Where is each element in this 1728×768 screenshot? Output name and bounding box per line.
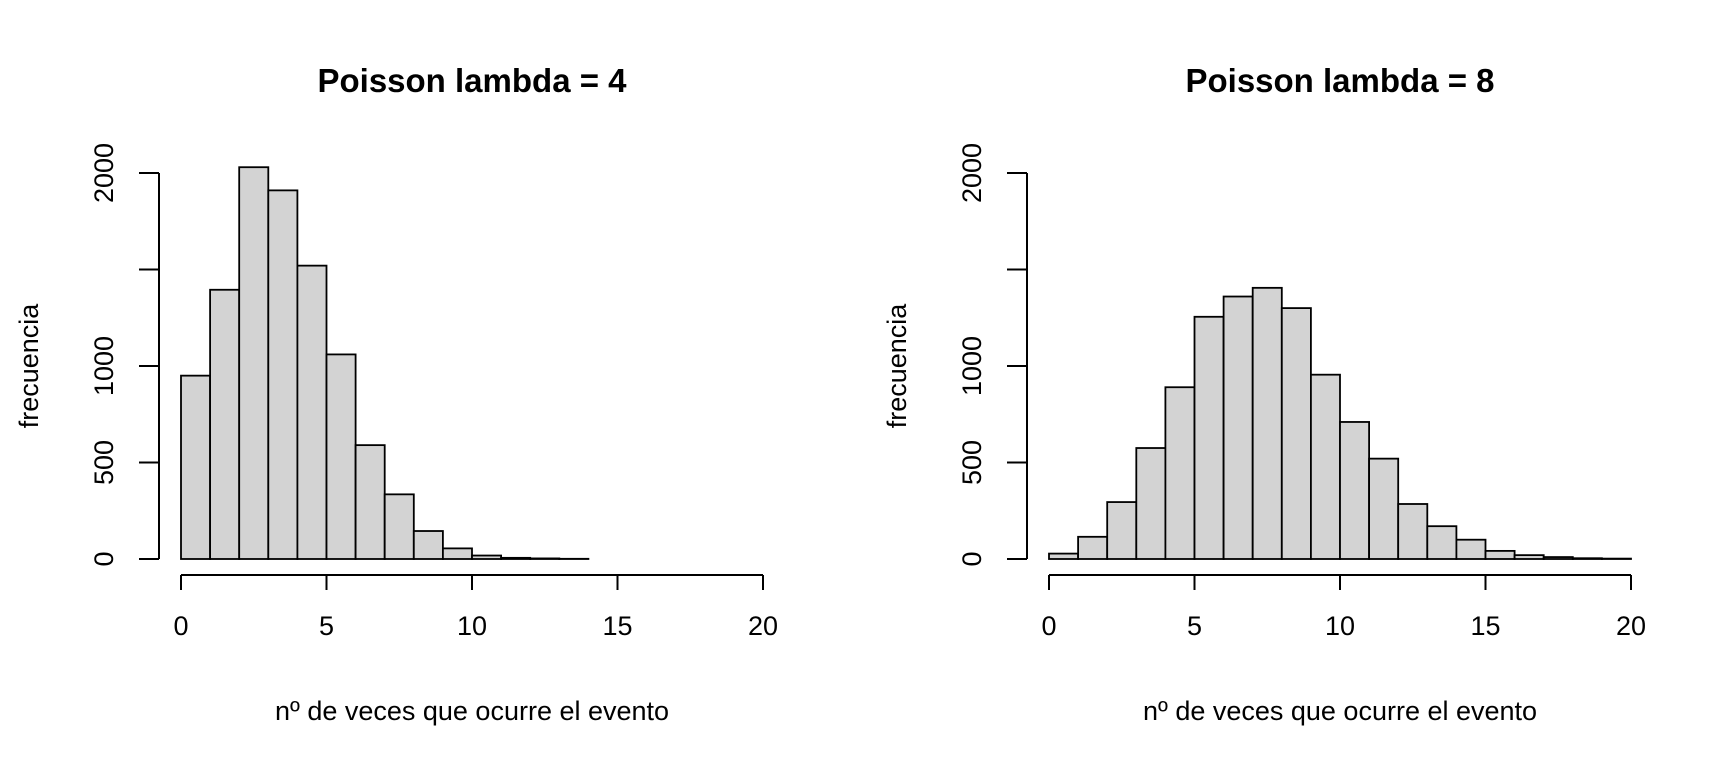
y-tick-label: 2000 xyxy=(957,143,987,203)
histogram-bar xyxy=(1135,447,1167,560)
histogram-bar xyxy=(383,493,415,560)
bars xyxy=(180,166,590,560)
histogram-bar xyxy=(1368,457,1400,560)
x-tick-label: 10 xyxy=(457,611,487,641)
x-tick-label: 15 xyxy=(602,611,632,641)
x-axis-label: nº de veces que ocurre el evento xyxy=(1143,696,1537,726)
histogram-bar xyxy=(412,530,444,560)
histogram-bar xyxy=(1077,535,1109,560)
x-tick-label: 15 xyxy=(1470,611,1500,641)
x-tick-label: 20 xyxy=(748,611,778,641)
y-tick-label: 0 xyxy=(957,551,987,566)
histogram-bar xyxy=(1164,386,1196,560)
y-axis-label: frecuencia xyxy=(882,303,912,429)
y-axis: 0 500 1000 2000 xyxy=(89,143,160,567)
histogram-bar xyxy=(529,557,561,560)
x-tick-label: 0 xyxy=(1041,611,1056,641)
x-tick-label: 20 xyxy=(1616,611,1646,641)
histogram-bar xyxy=(1106,501,1138,560)
x-tick-label: 5 xyxy=(1187,611,1202,641)
histogram-bar xyxy=(1222,295,1254,560)
x-axis-label: nº de veces que ocurre el evento xyxy=(275,696,669,726)
histogram-bar xyxy=(1455,538,1487,560)
y-tick-label: 500 xyxy=(89,440,119,485)
y-tick-label: 2000 xyxy=(89,143,119,203)
x-tick-label: 10 xyxy=(1325,611,1355,641)
histogram-bar xyxy=(1339,421,1371,560)
histogram-bar xyxy=(1484,549,1516,560)
histogram-bar xyxy=(296,264,328,560)
histogram-bar xyxy=(1426,525,1458,560)
y-axis: 0 500 1000 2000 xyxy=(957,143,1028,567)
y-tick-label: 1000 xyxy=(957,336,987,396)
chart-title: Poisson lambda = 4 xyxy=(317,62,627,99)
x-axis: 0 5 10 15 20 xyxy=(1041,574,1646,641)
histogram-bar xyxy=(238,166,270,560)
y-tick-label: 1000 xyxy=(89,336,119,396)
histogram-bar xyxy=(267,189,299,560)
histogram-bar xyxy=(354,444,386,560)
histogram-bar xyxy=(1048,552,1080,560)
histogram-bar xyxy=(209,288,241,560)
y-tick-label: 500 xyxy=(957,440,987,485)
histogram-panel-lambda-8: Poisson lambda = 8 nº de veces que ocurr… xyxy=(882,62,1646,726)
histogram-bar xyxy=(471,554,503,560)
histogram-bar xyxy=(1280,307,1312,560)
histogram-bar xyxy=(1397,503,1429,560)
histogram-panel-lambda-4: Poisson lambda = 4 nº de veces que ocurr… xyxy=(14,62,778,726)
histogram-bar xyxy=(1310,373,1341,560)
histogram-bar xyxy=(1571,557,1603,560)
histogram-bar xyxy=(1542,556,1574,560)
chart-title: Poisson lambda = 8 xyxy=(1185,62,1494,99)
histogram-bar xyxy=(1251,286,1283,560)
y-tick-label: 0 xyxy=(89,551,119,566)
histogram-bar xyxy=(441,547,473,560)
x-axis: 0 5 10 15 20 xyxy=(173,574,778,641)
bars xyxy=(1048,286,1632,560)
y-axis-label: frecuencia xyxy=(14,303,44,429)
histogram-bar xyxy=(180,374,212,560)
x-tick-label: 0 xyxy=(173,611,188,641)
histogram-bar xyxy=(1193,315,1225,560)
histogram-bar xyxy=(500,556,532,560)
histogram-bar xyxy=(325,353,357,560)
histogram-bar xyxy=(1513,554,1545,560)
x-tick-label: 5 xyxy=(319,611,334,641)
